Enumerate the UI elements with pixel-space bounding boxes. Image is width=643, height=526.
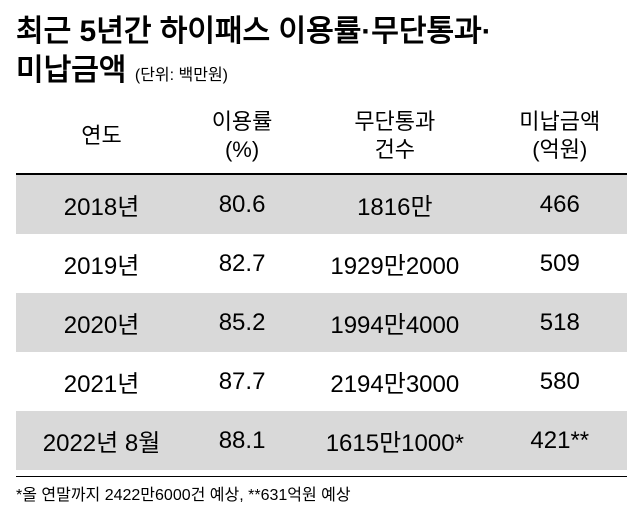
col-header-passes-l1: 무단통과 <box>354 109 435 134</box>
data-table: 연도 이용률 (%) 무단통과 건수 미납금액 (억원) 2018년80.618… <box>16 100 627 470</box>
cell-year: 2021년 <box>16 352 187 411</box>
cell-passes: 1929만2000 <box>297 234 493 293</box>
title-line1: 최근 5년간 하이패스 이용률·무단통과· <box>16 15 492 48</box>
title-block: 최근 5년간 하이패스 이용률·무단통과· 미납금액 (단위: 백만원) <box>16 12 627 90</box>
cell-unpaid: 580 <box>493 352 627 411</box>
col-header-passes: 무단통과 건수 <box>297 100 493 174</box>
table-row: 2022년 8월88.11615만1000*421** <box>16 411 627 470</box>
col-header-passes-l2: 건수 <box>375 137 415 162</box>
cell-rate: 88.1 <box>187 411 297 470</box>
cell-rate: 82.7 <box>187 234 297 293</box>
table-row: 2021년87.72194만3000580 <box>16 352 627 411</box>
cell-rate: 85.2 <box>187 293 297 352</box>
table-row: 2019년82.71929만2000509 <box>16 234 627 293</box>
col-header-unpaid-l1: 미납금액 <box>519 109 600 134</box>
cell-unpaid: 509 <box>493 234 627 293</box>
table-body: 2018년80.61816만4662019년82.71929만200050920… <box>16 174 627 470</box>
col-header-year-l1: 연도 <box>81 123 121 148</box>
cell-passes: 1816만 <box>297 174 493 234</box>
cell-rate: 80.6 <box>187 174 297 234</box>
table-row: 2018년80.61816만466 <box>16 174 627 234</box>
col-header-year: 연도 <box>16 100 187 174</box>
cell-unpaid: 466 <box>493 174 627 234</box>
title-line2: 미납금액 <box>16 54 126 87</box>
cell-year: 2019년 <box>16 234 187 293</box>
col-header-unpaid: 미납금액 (억원) <box>493 100 627 174</box>
cell-passes: 2194만3000 <box>297 352 493 411</box>
table-container: 최근 5년간 하이패스 이용률·무단통과· 미납금액 (단위: 백만원) 연도 … <box>0 0 643 517</box>
cell-passes: 1994만4000 <box>297 293 493 352</box>
cell-year: 2022년 8월 <box>16 411 187 470</box>
col-header-rate-l1: 이용률 <box>212 109 273 134</box>
table-header: 연도 이용률 (%) 무단통과 건수 미납금액 (억원) <box>16 100 627 174</box>
cell-year: 2020년 <box>16 293 187 352</box>
cell-rate: 87.7 <box>187 352 297 411</box>
col-header-rate-l2: (%) <box>225 137 259 162</box>
table-row: 2020년85.21994만4000518 <box>16 293 627 352</box>
cell-passes: 1615만1000* <box>297 411 493 470</box>
cell-unpaid: 421** <box>493 411 627 470</box>
cell-unpaid: 518 <box>493 293 627 352</box>
footnote: *올 연말까지 2422만6000건 예상, **631억원 예상 <box>16 476 627 505</box>
cell-year: 2018년 <box>16 174 187 234</box>
col-header-rate: 이용률 (%) <box>187 100 297 174</box>
col-header-unpaid-l2: (억원) <box>532 137 587 162</box>
unit-label: (단위: 백만원) <box>135 67 228 84</box>
